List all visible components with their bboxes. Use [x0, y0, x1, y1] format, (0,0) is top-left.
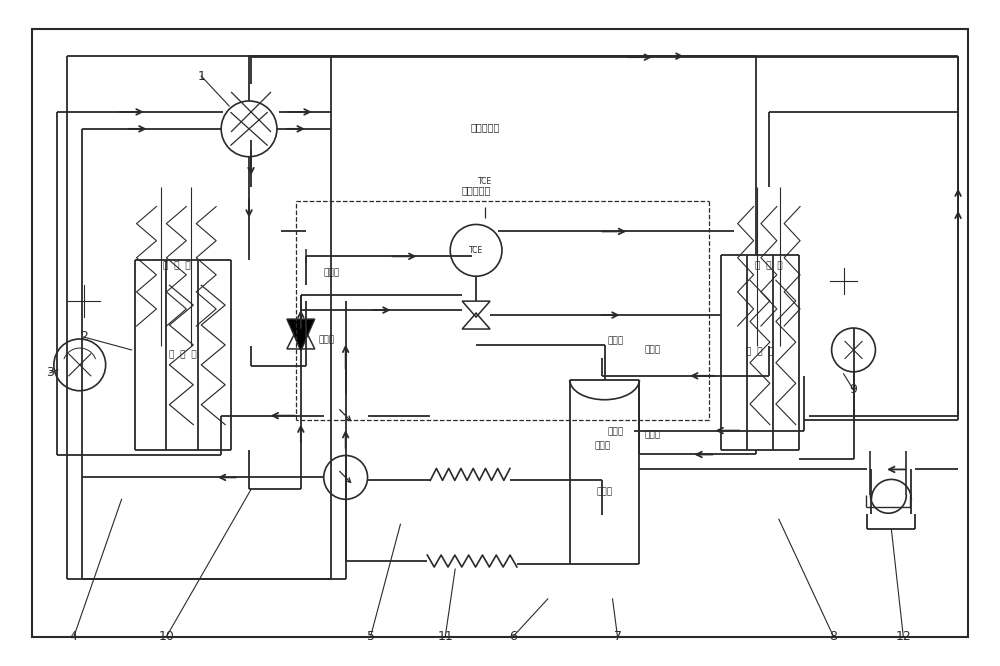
Circle shape: [59, 276, 109, 326]
Text: 三通阀: 三通阀: [324, 269, 340, 278]
Text: 吸气口: 吸气口: [644, 430, 661, 439]
Text: 1: 1: [197, 69, 205, 83]
Text: 冷  凝  器: 冷 凝 器: [169, 350, 196, 360]
Text: 压缩机: 压缩机: [594, 441, 610, 450]
Text: 10: 10: [158, 630, 174, 643]
Text: 三通阀: 三通阀: [319, 336, 335, 344]
Circle shape: [450, 224, 502, 276]
Bar: [52, 77, 331, 466]
Bar: [281, 107, 709, 336]
Text: 蒸  发  器: 蒸 发 器: [755, 262, 783, 271]
Text: 压缩机: 压缩机: [596, 487, 613, 496]
Text: 排气口: 排气口: [644, 346, 661, 354]
Text: 9: 9: [850, 383, 857, 396]
Bar: [570, 376, 634, 515]
Text: 3: 3: [46, 366, 54, 380]
Text: TCE: TCE: [469, 246, 483, 255]
Text: 11: 11: [437, 630, 453, 643]
Circle shape: [832, 328, 875, 372]
Bar: [734, 186, 804, 346]
Text: 冷  凝  器: 冷 凝 器: [163, 262, 190, 271]
Text: 吸气口: 吸气口: [607, 427, 623, 436]
Text: 电子膨胀阀: 电子膨胀阀: [461, 186, 491, 196]
Text: 6: 6: [509, 630, 517, 643]
Circle shape: [324, 456, 368, 500]
Polygon shape: [292, 263, 320, 286]
Text: TCE: TCE: [478, 177, 492, 186]
Text: 电子膨胀阀: 电子膨胀阀: [470, 122, 500, 132]
Text: 8: 8: [830, 630, 838, 643]
Circle shape: [54, 339, 106, 391]
Circle shape: [460, 157, 510, 206]
Circle shape: [324, 394, 368, 438]
Circle shape: [221, 101, 277, 157]
Text: 12: 12: [895, 630, 911, 643]
Text: 5: 5: [367, 630, 375, 643]
Polygon shape: [287, 319, 315, 351]
Text: 4: 4: [70, 630, 78, 643]
Bar: [132, 186, 221, 346]
Text: 蒸  发  器: 蒸 发 器: [746, 348, 774, 356]
Text: 7: 7: [614, 630, 622, 643]
Text: 排气口: 排气口: [607, 336, 623, 346]
Circle shape: [822, 259, 865, 303]
Text: 2: 2: [80, 330, 88, 344]
